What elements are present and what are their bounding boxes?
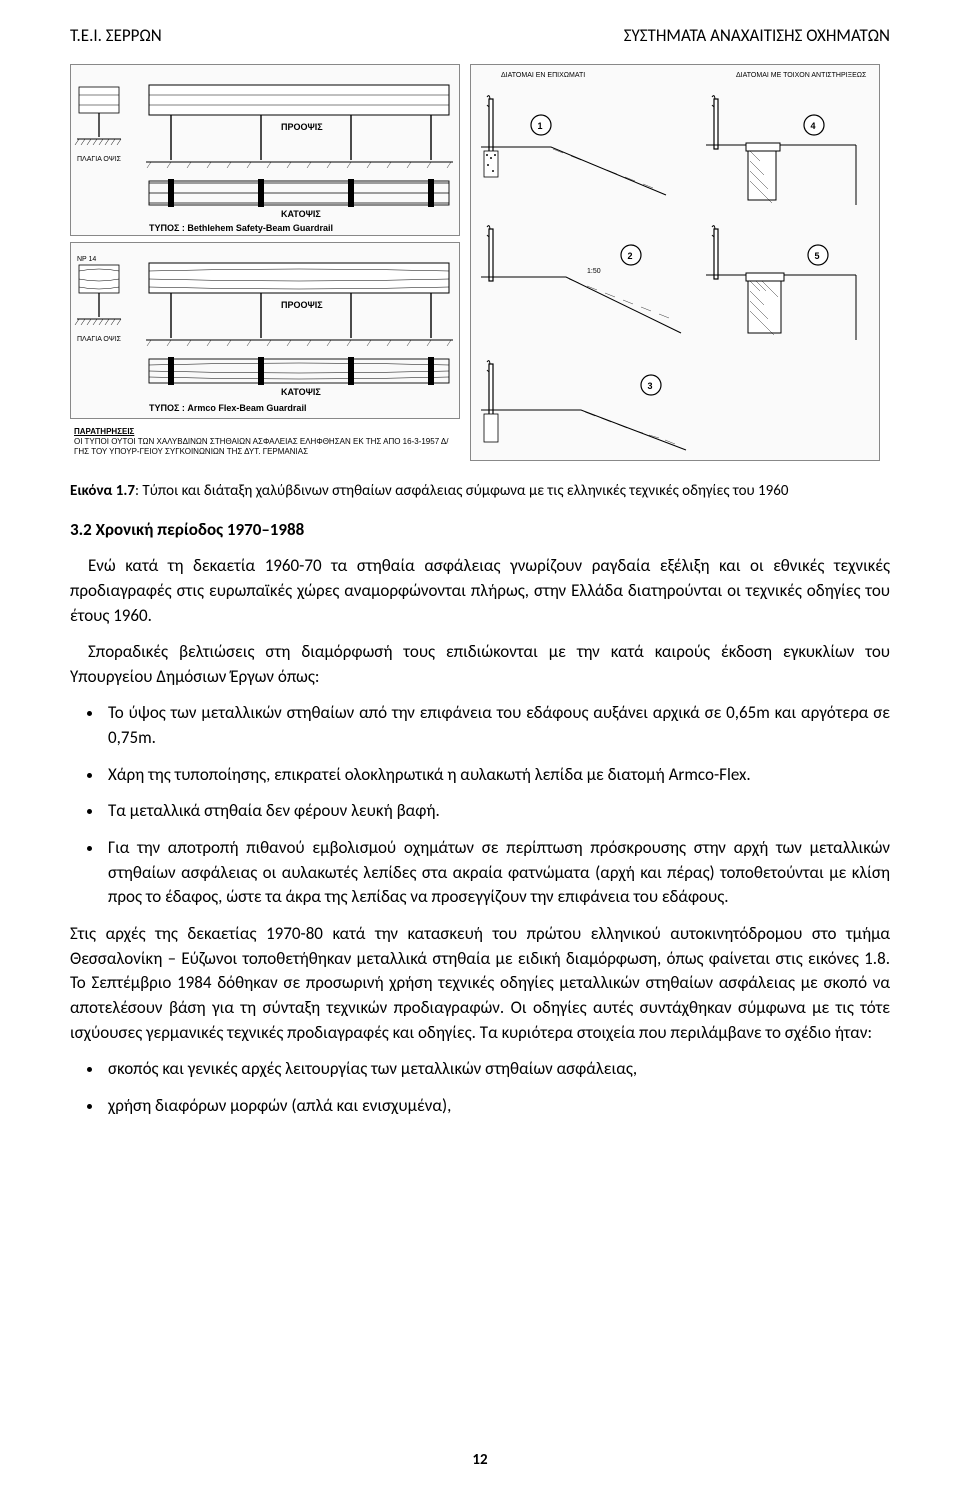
figure-footnote: ΠΑΡΑΤΗΡΗΣΕΙΣ ΟΙ ΤΥΠΟΙ ΟΥΤΟΙ ΤΩΝ ΧΑΛΥΒΔΙΝ… — [70, 425, 460, 459]
page: Τ.Ε.Ι. ΣΕΡΡΩΝ ΣΥΣΤΗΜΑΤΑ ΑΝΑΧΑΙΤΙΣΗΣ ΟΧΗΜ… — [0, 0, 960, 1487]
bottom-label: ΚΑΤΟΨΙΣ — [281, 209, 321, 219]
header-right: ΣΥΣΤΗΜΑΤΑ ΑΝΑΧΑΙΤΙΣΗΣ ΟΧΗΜΑΤΩΝ — [624, 25, 890, 46]
type1-label: ΤΥΠΟΣ : Bethlehem Safety-Beam Guardrail — [149, 223, 333, 233]
para-1: Ενώ κατά τη δεκαετία 1960-70 τα στηθαία … — [70, 554, 890, 628]
para-2: Σποραδικές βελτιώσεις στη διαμόρφωσή του… — [70, 640, 890, 689]
list-item: Για την αποτροπή πιθανού εμβολισμού οχημ… — [104, 836, 890, 910]
type2-label: ΤΥΠΟΣ : Armco Flex-Beam Guardrail — [149, 403, 306, 413]
list-item: χρήση διαφόρων μορφών (απλά και ενισχυμέ… — [104, 1094, 890, 1119]
np-label: NP 14 — [77, 256, 96, 263]
figure-1-7: ΠΛΑΓΙΑ ΟΨΙΣ — [70, 64, 890, 461]
sections-title-right: ΔΙΑΤΟΜΑΙ ΜΕ ΤΟΙΧΟΝ ΑΝΤΙΣΤΗΡΙΞΕΩΣ — [736, 72, 867, 79]
caption-bold: Εικόνα 1.7 — [70, 482, 135, 500]
section-heading: 3.2 Χρονική περίοδος 1970–1988 — [70, 519, 890, 540]
bullet-list-2: σκοπός και γενικές αρχές λειτουργίας των… — [70, 1057, 890, 1118]
section-badge-3: 3 — [648, 381, 653, 391]
panel-bethlehem: ΠΛΑΓΙΑ ΟΨΙΣ — [70, 64, 460, 236]
scale-label: 1:50 — [587, 268, 601, 275]
figure-right-column: ΔΙΑΤΟΜΑΙ ΕΝ ΕΠΙΧΩΜΑΤΙ ΔΙΑΤΟΜΑΙ ΜΕ ΤΟΙΧΟΝ… — [470, 64, 880, 461]
section-badge-1: 1 — [538, 121, 543, 131]
sections-title-left: ΔΙΑΤΟΜΑΙ ΕΝ ΕΠΙΧΩΜΑΤΙ — [501, 72, 585, 79]
section-badge-4: 4 — [811, 121, 816, 131]
panel-sections: ΔΙΑΤΟΜΑΙ ΕΝ ΕΠΙΧΩΜΑΤΙ ΔΙΑΤΟΜΑΙ ΜΕ ΤΟΙΧΟΝ… — [470, 64, 880, 461]
footnote-body: ΟΙ ΤΥΠΟΙ ΟΥΤΟΙ ΤΩΝ ΧΑΛΥΒΔΙΝΩΝ ΣΤΗΘΑΙΩΝ Α… — [74, 437, 449, 456]
section-badge-5: 5 — [815, 251, 820, 261]
para-3: Στις αρχές της δεκαετίας 1970-80 κατά τη… — [70, 922, 890, 1045]
footnote-title: ΠΑΡΑΤΗΡΗΣΕΙΣ — [74, 427, 134, 436]
list-item: Τα μεταλλικά στηθαία δεν φέρουν λευκή βα… — [104, 799, 890, 824]
section-badge-2: 2 — [628, 251, 633, 261]
list-item: Χάρη της τυποποίησης, επικρατεί ολοκληρω… — [104, 763, 890, 788]
page-header: Τ.Ε.Ι. ΣΕΡΡΩΝ ΣΥΣΤΗΜΑΤΑ ΑΝΑΧΑΙΤΙΣΗΣ ΟΧΗΜ… — [70, 25, 890, 46]
figure-caption: Εικόνα 1.7: Τύποι και διάταξη χαλύβδινων… — [70, 481, 890, 501]
bottom-label-2: ΚΑΤΟΨΙΣ — [281, 387, 321, 397]
list-item: σκοπός και γενικές αρχές λειτουργίας των… — [104, 1057, 890, 1082]
front-label: ΠΡΟΟΨΙΣ — [281, 122, 323, 132]
front-label-2: ΠΡΟΟΨΙΣ — [281, 300, 323, 310]
panel-armco: NP 14 ΠΛΑΓΙΑ ΟΨΙΣ — [70, 242, 460, 419]
list-item: Το ύψος των μεταλλικών στηθαίων από την … — [104, 701, 890, 750]
figure-left-column: ΠΛΑΓΙΑ ΟΨΙΣ — [70, 64, 460, 461]
side-view-label: ΠΛΑΓΙΑ ΟΨΙΣ — [77, 156, 122, 163]
page-number: 12 — [0, 1451, 960, 1469]
header-left: Τ.Ε.Ι. ΣΕΡΡΩΝ — [70, 25, 162, 46]
bullet-list-1: Το ύψος των μεταλλικών στηθαίων από την … — [70, 701, 890, 909]
side-view-label-2: ΠΛΑΓΙΑ ΟΨΙΣ — [77, 336, 122, 343]
caption-rest: : Τύποι και διάταξη χαλύβδινων στηθαίων … — [135, 482, 788, 500]
